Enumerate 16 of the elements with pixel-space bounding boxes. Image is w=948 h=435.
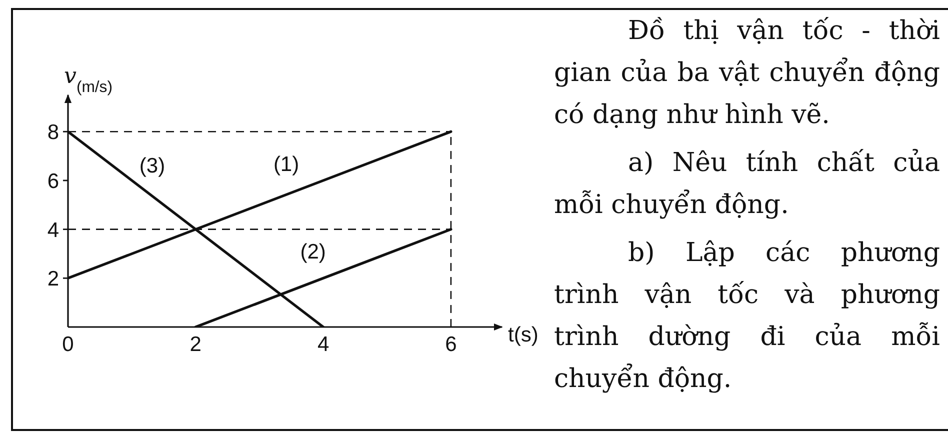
- text: Đồ thị vận tốc - thời gian của ba vật chuyển động có dạng như hình vẽ.: [554, 15, 940, 132]
- series-label: (2): [300, 240, 326, 264]
- text: b) Lập các phương trình vận tốc và phương trình dường đi của mỗi chuyển động.: [554, 237, 940, 396]
- y-axis-title: v$_{(m/s)}$: [64, 64, 112, 96]
- y-tick-label: 6: [47, 170, 59, 193]
- y-tick-label: 8: [47, 121, 59, 144]
- y-tick-label: 2: [47, 268, 59, 291]
- x-tick-label: 0: [62, 332, 74, 356]
- x-axis-title: t(s): [508, 324, 538, 346]
- text: a) Nêu tính chất của mỗi chuyển động.: [554, 147, 940, 222]
- y-tick-label: 4: [47, 218, 60, 242]
- x-tick-label: 2: [190, 332, 202, 356]
- series-label: (1): [273, 153, 300, 176]
- x-tick-label: 4: [317, 332, 330, 356]
- x-tick-label: 6: [445, 332, 457, 356]
- series-label: (3): [139, 154, 166, 178]
